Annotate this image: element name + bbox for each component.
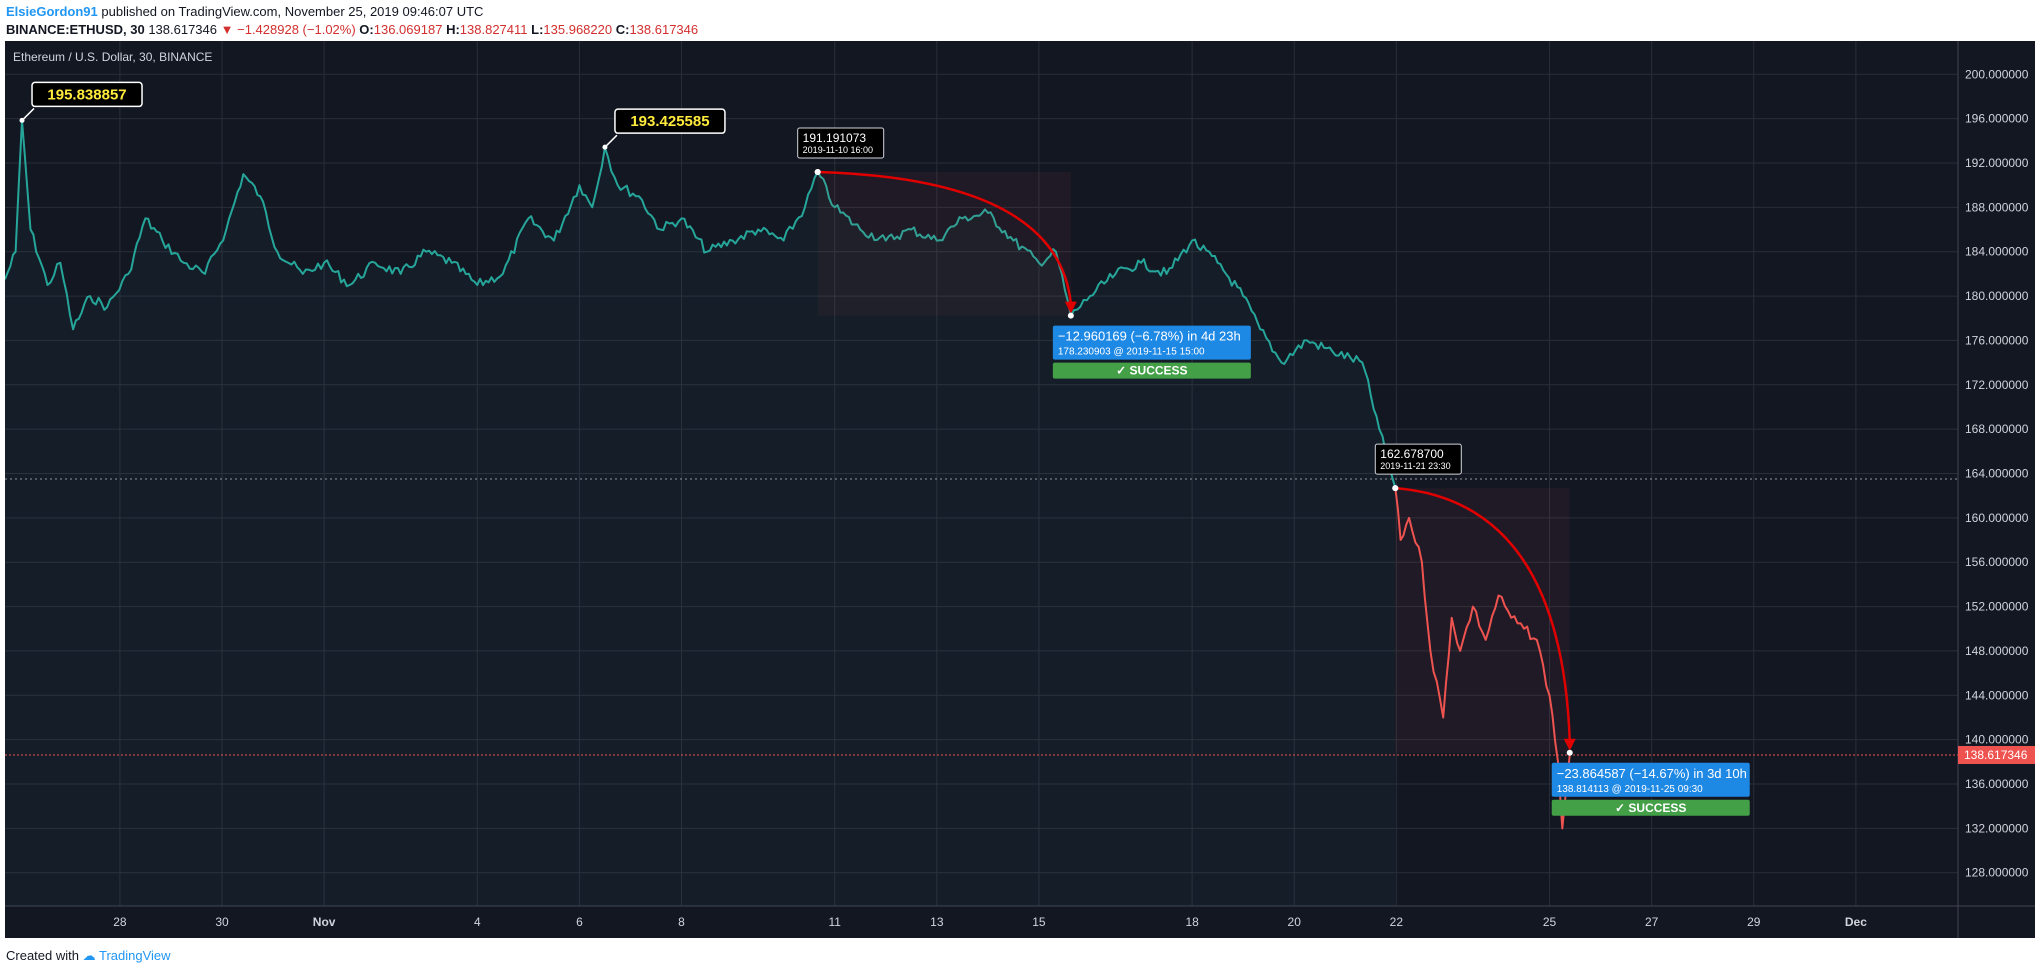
chart-title: Ethereum / U.S. Dollar, 30, BINANCE bbox=[13, 50, 212, 64]
x-tick-label: 29 bbox=[1747, 915, 1761, 929]
created-with-label: Created with bbox=[6, 948, 79, 963]
x-tick-label: 6 bbox=[576, 915, 583, 929]
y-tick-label: 160.000000 bbox=[1965, 511, 2029, 525]
high-dot bbox=[602, 144, 608, 150]
y-tick-label: 164.000000 bbox=[1965, 467, 2029, 481]
measure-shade-1 bbox=[1395, 488, 1570, 753]
x-tick-label: 18 bbox=[1185, 915, 1199, 929]
x-tick-label: 30 bbox=[215, 915, 229, 929]
x-tick-label: 13 bbox=[930, 915, 944, 929]
x-tick-label: Nov bbox=[313, 915, 336, 929]
success-text: ✓ SUCCESS bbox=[1116, 364, 1187, 378]
measure-arrow-1 bbox=[1395, 486, 1571, 741]
x-tick-label: 28 bbox=[113, 915, 127, 929]
x-tick-label: 15 bbox=[1032, 915, 1046, 929]
tradingview-logo-icon[interactable]: ☁ bbox=[82, 948, 96, 963]
arrow-head-icon bbox=[1563, 738, 1576, 751]
x-tick-label: 25 bbox=[1543, 915, 1557, 929]
high-label-text: 195.838857 bbox=[47, 86, 126, 103]
success-text: ✓ SUCCESS bbox=[1615, 801, 1686, 815]
open-value: 136.069187 bbox=[373, 22, 443, 37]
y-tick-label: 180.000000 bbox=[1965, 289, 2029, 303]
y-tick-label: 200.000000 bbox=[1965, 67, 2029, 81]
current-price-badge bbox=[1958, 745, 2035, 764]
point-label-box bbox=[797, 127, 885, 159]
measure-label-box bbox=[1551, 762, 1750, 797]
current-price-text: 138.617346 bbox=[1964, 748, 2028, 762]
point-label-box bbox=[1374, 443, 1462, 475]
y-tick-label: 140.000000 bbox=[1965, 733, 2029, 747]
tradingview-link[interactable]: TradingView bbox=[99, 948, 171, 963]
callout-pointer bbox=[21, 107, 35, 121]
measure-label-text: −12.960169 (−6.78%) in 4d 23h bbox=[1058, 329, 1241, 344]
symbol-label: BINANCE:ETHUSD, 30 bbox=[6, 22, 145, 37]
change-value: −1.428928 (−1.02%) bbox=[237, 22, 356, 37]
high-dot bbox=[19, 117, 25, 123]
close-label: C: bbox=[615, 22, 630, 37]
point-label-sub: 2019-11-21 23:30 bbox=[1380, 461, 1450, 471]
y-tick-label: 144.000000 bbox=[1965, 688, 2029, 702]
publish-line: ElsieGordon91 published on TradingView.c… bbox=[6, 4, 483, 19]
measure-label-box bbox=[1052, 325, 1251, 360]
x-tick-label: 11 bbox=[828, 915, 841, 929]
success-badge bbox=[1551, 799, 1750, 816]
y-tick-label: 136.000000 bbox=[1965, 777, 2029, 791]
down-arrow-icon: ▼ bbox=[220, 22, 234, 37]
callout-pointer bbox=[604, 134, 618, 148]
price-series-line-1 bbox=[1394, 487, 1571, 830]
published-text: published on TradingView.com, November 2… bbox=[101, 4, 484, 19]
symbol-line: BINANCE:ETHUSD, 30 138.617346 ▼ −1.42892… bbox=[6, 22, 698, 37]
x-tick-label: 4 bbox=[474, 915, 481, 929]
measure-label-sub: 178.230903 @ 2019-11-15 15:00 bbox=[1058, 347, 1205, 358]
measure-label-text: −23.864587 (−14.67%) in 3d 10h bbox=[1557, 766, 1747, 781]
low-label: L: bbox=[531, 22, 544, 37]
y-tick-label: 128.000000 bbox=[1965, 866, 2029, 880]
measure-end-dot bbox=[1067, 312, 1074, 319]
x-tick-label: 27 bbox=[1645, 915, 1659, 929]
y-tick-label: 168.000000 bbox=[1965, 422, 2029, 436]
footer: Created with ☁ TradingView bbox=[6, 948, 171, 964]
open-label: O: bbox=[359, 22, 374, 37]
point-dot bbox=[814, 168, 821, 175]
y-tick-label: 188.000000 bbox=[1965, 200, 2029, 214]
x-tick-label: 8 bbox=[678, 915, 685, 929]
measure-shade-0 bbox=[817, 171, 1071, 316]
series-area bbox=[5, 120, 1396, 907]
y-tick-label: 148.000000 bbox=[1965, 644, 2029, 658]
y-tick-label: 176.000000 bbox=[1965, 333, 2029, 347]
x-tick-label: Dec bbox=[1845, 915, 1867, 929]
y-tick-label: 152.000000 bbox=[1965, 600, 2029, 614]
high-value: 138.827411 bbox=[459, 22, 528, 37]
y-tick-label: 132.000000 bbox=[1965, 821, 2029, 835]
high-label-text: 193.425585 bbox=[630, 113, 709, 130]
y-tick-label: 192.000000 bbox=[1965, 156, 2029, 170]
point-label-sub: 2019-11-10 16:00 bbox=[803, 145, 873, 155]
high-label-box bbox=[31, 81, 143, 108]
last-price: 138.617346 bbox=[148, 22, 217, 37]
y-tick-label: 184.000000 bbox=[1965, 245, 2029, 259]
author-link[interactable]: ElsieGordon91 bbox=[6, 4, 98, 19]
arrow-head-icon bbox=[1064, 301, 1077, 314]
price-chart[interactable]: −12.960169 (−6.78%) in 4d 23h 178.230903 … bbox=[5, 41, 2035, 938]
x-tick-label: 20 bbox=[1288, 915, 1302, 929]
measure-end-dot bbox=[1566, 749, 1573, 756]
price-series-line-0 bbox=[5, 119, 1397, 489]
y-tick-label: 196.000000 bbox=[1965, 112, 2029, 126]
close-value: 138.617346 bbox=[629, 22, 699, 37]
point-dot bbox=[1392, 485, 1399, 492]
point-label-text: 162.678700 bbox=[1380, 447, 1444, 461]
y-tick-label: 156.000000 bbox=[1965, 555, 2029, 569]
measure-label-sub: 138.814113 @ 2019-11-25 09:30 bbox=[1557, 784, 1703, 795]
high-label-box bbox=[614, 108, 726, 134]
x-tick-label: 22 bbox=[1390, 915, 1404, 929]
grid bbox=[5, 41, 1958, 906]
high-label: H: bbox=[446, 22, 460, 37]
y-tick-label: 172.000000 bbox=[1965, 378, 2029, 392]
measure-arrow-0 bbox=[817, 170, 1073, 304]
success-badge bbox=[1052, 362, 1251, 379]
low-value: 135.968220 bbox=[543, 22, 613, 37]
point-label-text: 191.191073 bbox=[803, 131, 867, 145]
